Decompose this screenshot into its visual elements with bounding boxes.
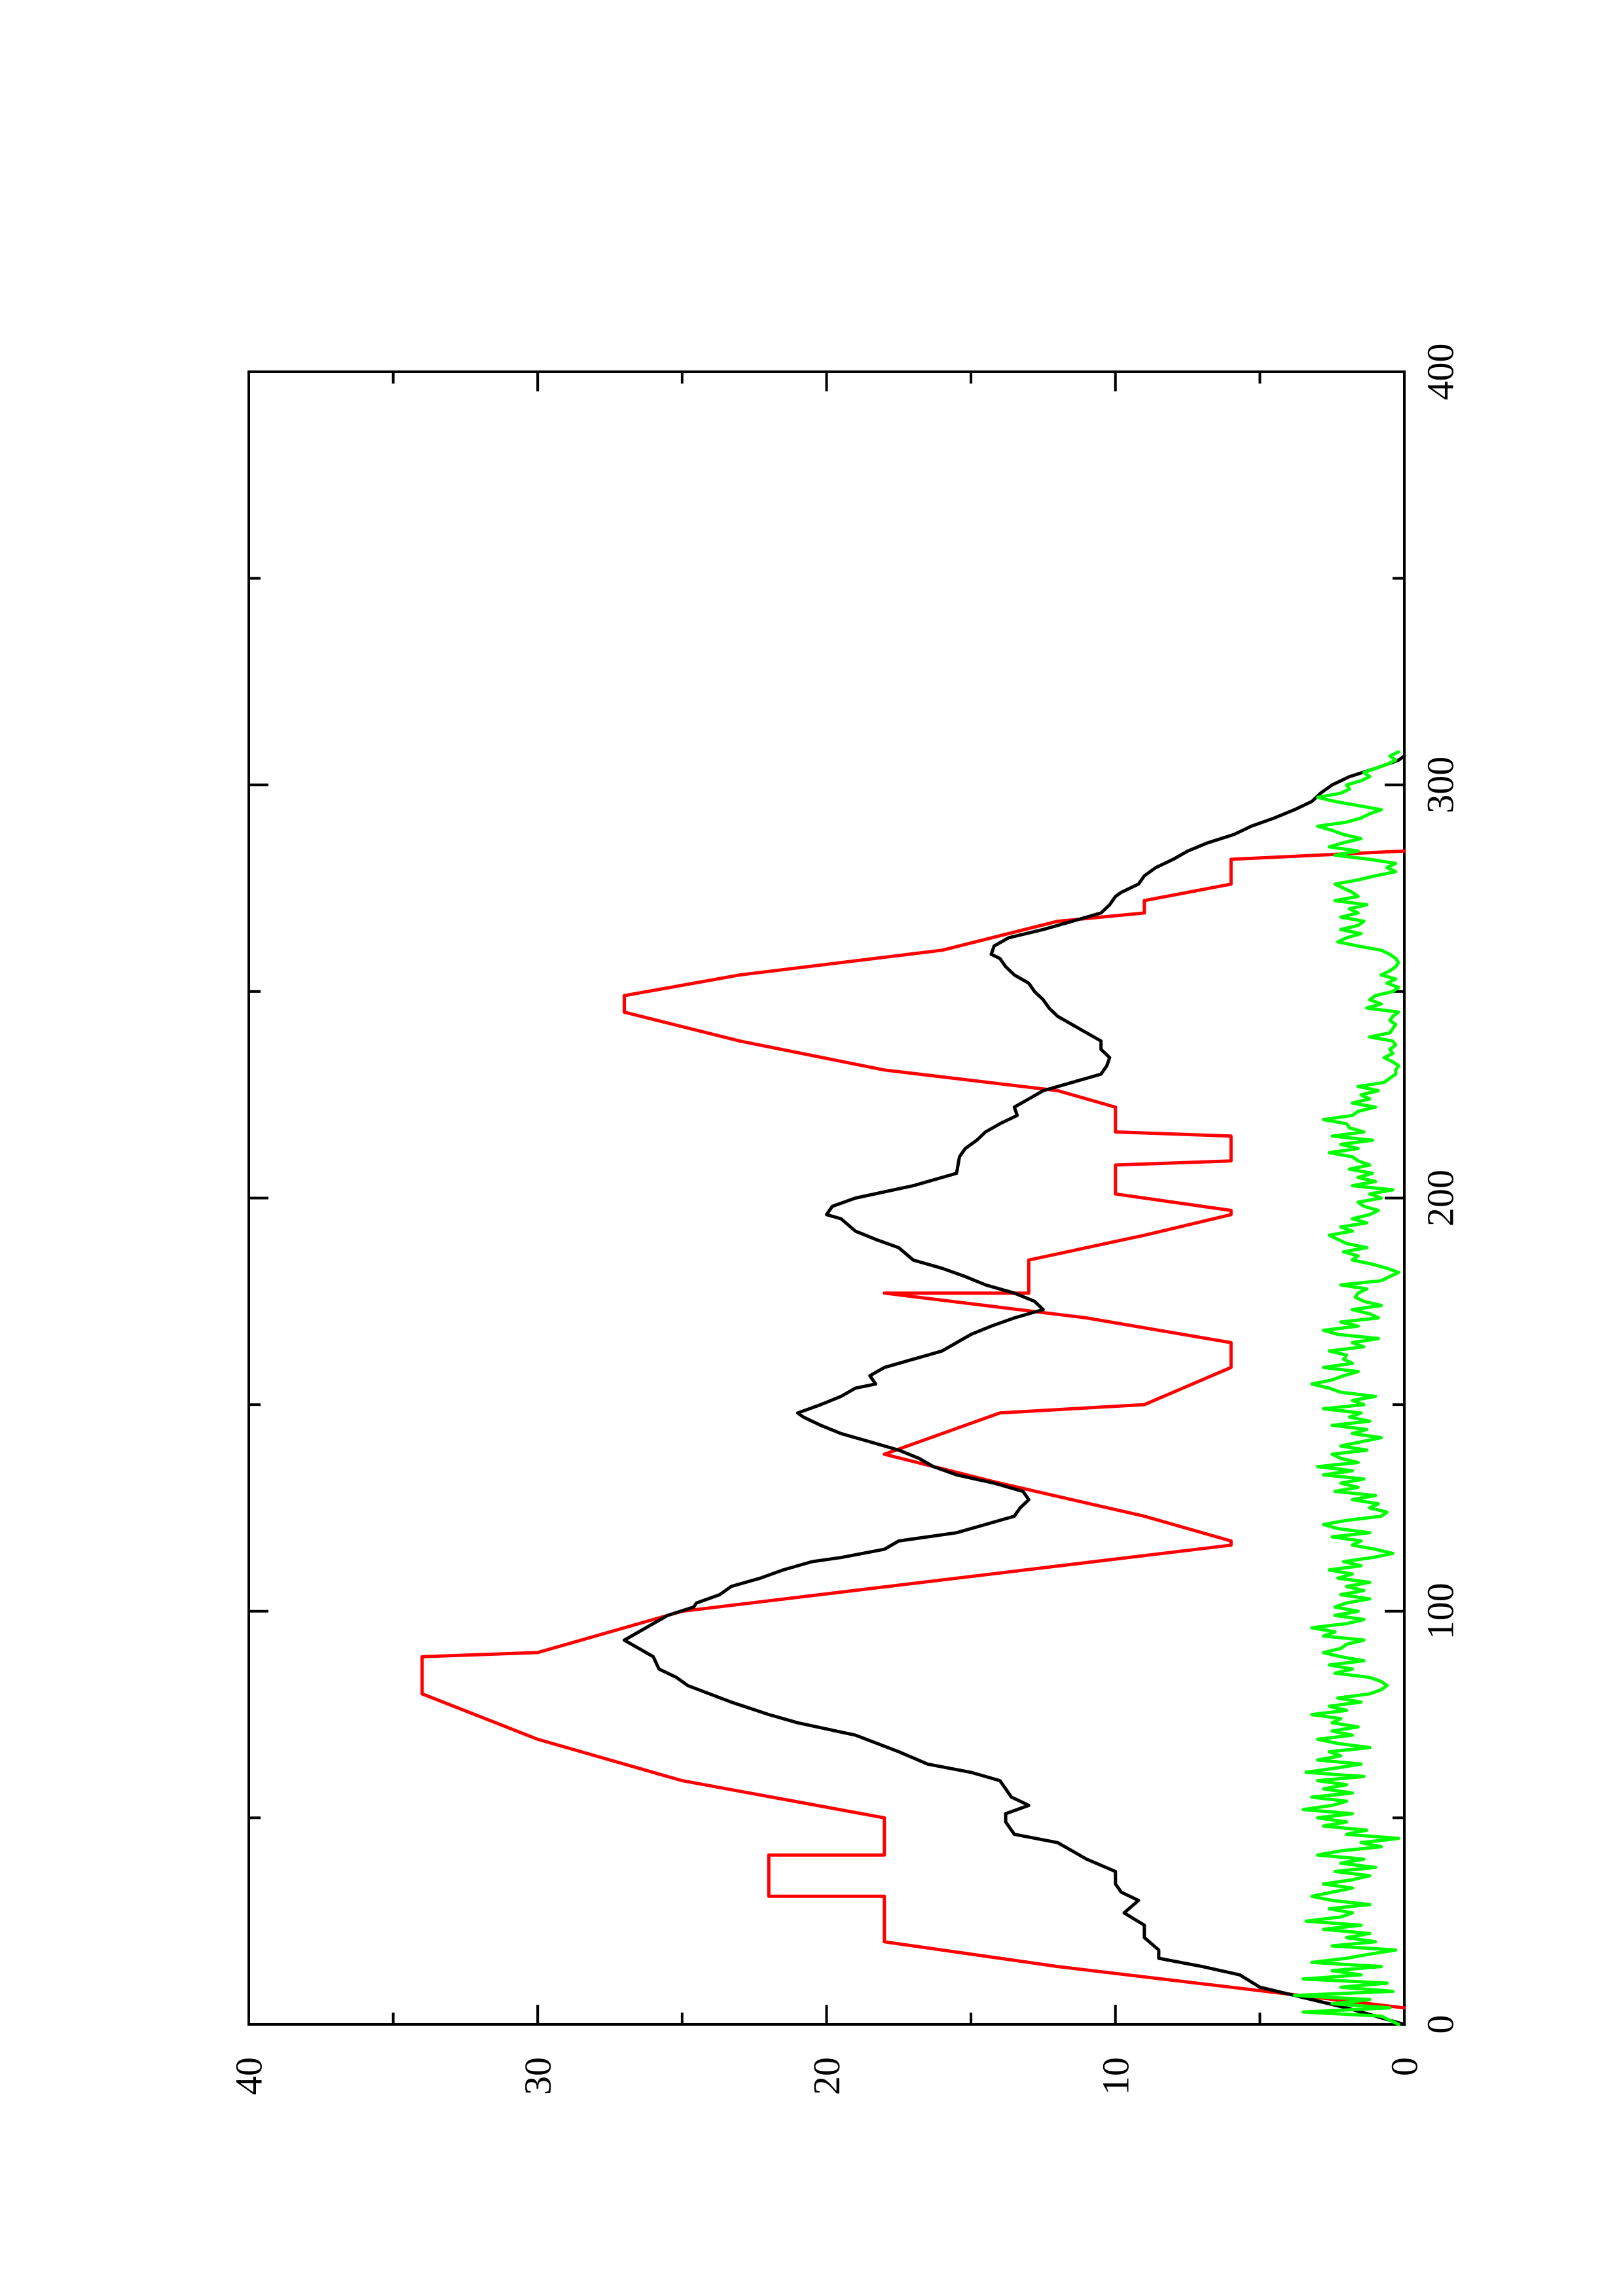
tick-labels: 0 100 200 300 400 0 10 20 30 40 bbox=[228, 344, 1462, 2096]
x-tick-label: 400 bbox=[1419, 344, 1462, 401]
plot-border bbox=[247, 370, 1406, 2026]
axis-ticks bbox=[247, 370, 1406, 2026]
y-tick-label: 40 bbox=[228, 2057, 270, 2095]
y-tick-label: 0 bbox=[1383, 2057, 1426, 2076]
x-tick-label: 200 bbox=[1419, 1170, 1462, 1227]
series-lines bbox=[420, 750, 1406, 2026]
series-line-black bbox=[623, 754, 1406, 2026]
plot-frame bbox=[247, 370, 1406, 2026]
y-tick-label: 30 bbox=[517, 2057, 559, 2095]
y-tick-label: 20 bbox=[805, 2057, 848, 2095]
series-line-green bbox=[1292, 750, 1400, 2026]
series-line-red bbox=[420, 849, 1406, 2010]
x-tick-label: 100 bbox=[1419, 1583, 1462, 1640]
x-tick-label: 0 bbox=[1419, 2015, 1462, 2034]
x-tick-label: 300 bbox=[1419, 757, 1462, 814]
y-tick-label: 10 bbox=[1094, 2057, 1137, 2095]
